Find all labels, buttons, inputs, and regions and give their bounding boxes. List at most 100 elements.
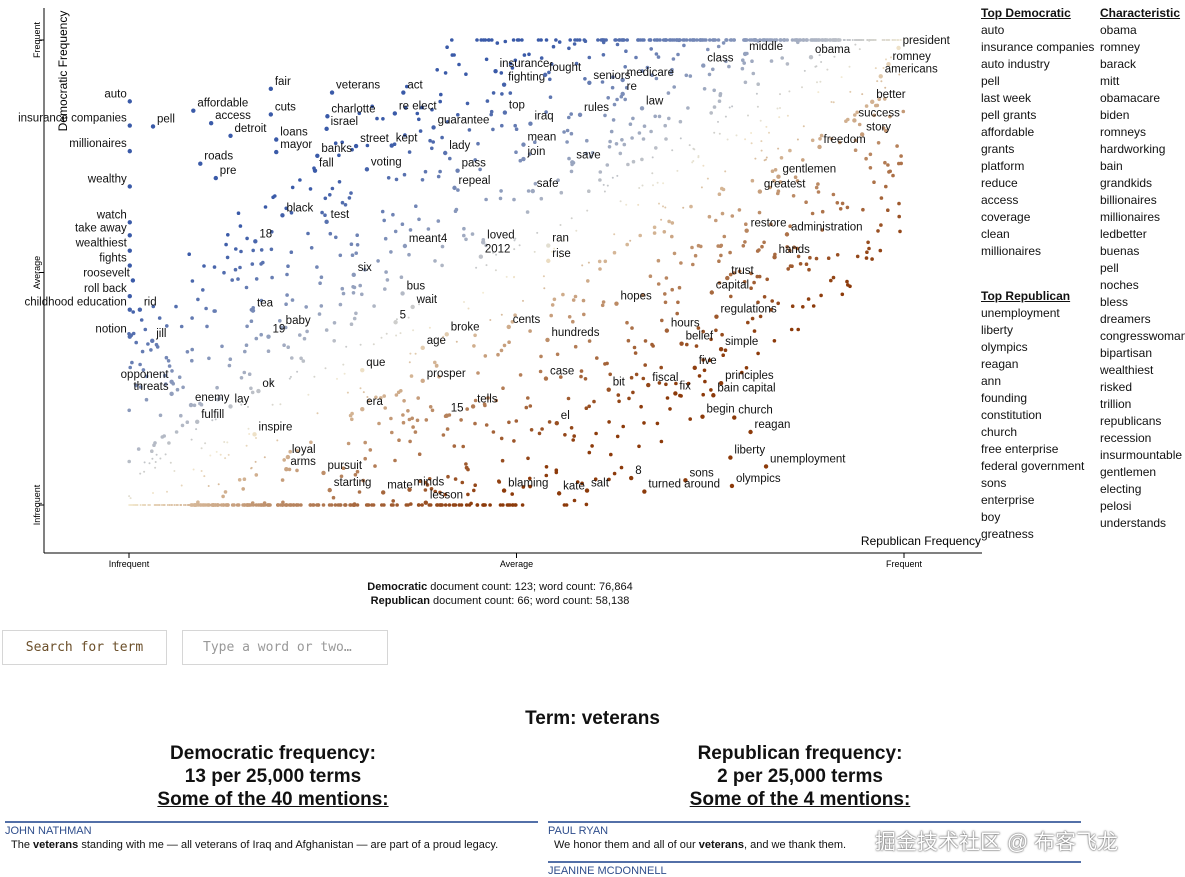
- term-dot[interactable]: [590, 151, 595, 155]
- term-dot[interactable]: [569, 169, 574, 174]
- term-dot[interactable]: [662, 182, 665, 185]
- labeled-point[interactable]: [393, 320, 398, 325]
- term-dot[interactable]: [661, 38, 666, 42]
- term-dot[interactable]: [716, 38, 721, 42]
- term-dot[interactable]: [649, 47, 653, 51]
- term-dot[interactable]: [328, 193, 332, 197]
- term-dot[interactable]: [245, 324, 249, 329]
- term-dot[interactable]: [184, 504, 187, 506]
- term-dot[interactable]: [818, 54, 821, 57]
- labeled-point[interactable]: [639, 106, 645, 111]
- term-dot[interactable]: [445, 45, 449, 49]
- labeled-point[interactable]: [642, 489, 647, 494]
- term-dot[interactable]: [864, 156, 868, 161]
- term-dot[interactable]: [778, 116, 781, 119]
- characteristic-item[interactable]: buenas: [1100, 244, 1140, 258]
- term-dot[interactable]: [666, 91, 671, 95]
- term-dot[interactable]: [867, 246, 871, 251]
- term-dot[interactable]: [861, 93, 864, 96]
- top-republican-item[interactable]: unemployment: [981, 306, 1060, 320]
- term-dot[interactable]: [236, 277, 240, 281]
- point-label[interactable]: sons: [689, 467, 714, 479]
- term-dot[interactable]: [346, 441, 351, 446]
- term-dot[interactable]: [140, 349, 145, 354]
- term-dot[interactable]: [617, 399, 621, 404]
- term-dot[interactable]: [789, 327, 794, 332]
- point-label[interactable]: unemployment: [770, 453, 846, 465]
- term-dot[interactable]: [672, 251, 677, 256]
- term-dot[interactable]: [555, 352, 560, 357]
- term-dot[interactable]: [637, 131, 642, 135]
- term-dot[interactable]: [234, 247, 238, 251]
- term-dot[interactable]: [798, 262, 803, 266]
- term-dot[interactable]: [563, 433, 567, 437]
- term-dot[interactable]: [892, 39, 895, 41]
- term-dot[interactable]: [507, 420, 511, 425]
- point-label[interactable]: auto: [104, 88, 126, 100]
- term-dot[interactable]: [675, 311, 679, 316]
- point-label[interactable]: minds: [414, 477, 445, 489]
- term-dot[interactable]: [128, 495, 131, 498]
- labeled-point[interactable]: [784, 232, 790, 237]
- term-dot[interactable]: [559, 224, 562, 226]
- term-dot[interactable]: [612, 250, 617, 255]
- point-label[interactable]: fought: [549, 62, 582, 74]
- term-dot[interactable]: [227, 363, 232, 368]
- characteristic-header[interactable]: Characteristic: [1100, 6, 1181, 20]
- top-democratic-item[interactable]: grants: [981, 142, 1015, 156]
- characteristic-item[interactable]: barack: [1100, 57, 1137, 71]
- term-dot[interactable]: [652, 184, 654, 187]
- term-dot[interactable]: [802, 125, 805, 128]
- term-dot[interactable]: [669, 70, 673, 75]
- term-dot[interactable]: [663, 292, 667, 296]
- point-label[interactable]: arms: [290, 456, 316, 468]
- term-dot[interactable]: [880, 80, 883, 83]
- point-label[interactable]: rules: [584, 102, 609, 114]
- point-label[interactable]: salt: [591, 478, 610, 490]
- term-dot[interactable]: [150, 449, 154, 454]
- rep-speaker-name[interactable]: PAUL RYAN: [548, 825, 609, 837]
- top-republican-item[interactable]: sons: [981, 476, 1007, 490]
- term-dot[interactable]: [298, 333, 302, 337]
- term-dot[interactable]: [563, 239, 566, 242]
- point-label[interactable]: kept: [396, 133, 419, 145]
- term-dot[interactable]: [479, 38, 484, 42]
- term-dot[interactable]: [239, 376, 244, 380]
- term-dot[interactable]: [259, 262, 263, 266]
- term-dot[interactable]: [320, 210, 324, 215]
- term-dot[interactable]: [219, 453, 222, 456]
- term-dot[interactable]: [522, 299, 524, 302]
- term-dot[interactable]: [707, 72, 712, 77]
- term-dot[interactable]: [266, 503, 270, 507]
- term-dot[interactable]: [655, 421, 660, 426]
- term-dot[interactable]: [511, 38, 516, 42]
- labeled-point[interactable]: [266, 334, 271, 339]
- term-dot[interactable]: [696, 326, 701, 330]
- term-dot[interactable]: [131, 310, 135, 314]
- term-dot[interactable]: [755, 92, 758, 95]
- term-dot[interactable]: [525, 210, 530, 214]
- term-dot[interactable]: [554, 468, 559, 473]
- term-dot[interactable]: [672, 85, 676, 89]
- labeled-point[interactable]: [852, 118, 857, 123]
- term-dot[interactable]: [881, 126, 886, 130]
- point-label[interactable]: repeal: [459, 175, 491, 187]
- term-dot[interactable]: [566, 396, 571, 401]
- term-dot[interactable]: [619, 38, 624, 42]
- term-dot[interactable]: [389, 416, 393, 421]
- term-dot[interactable]: [770, 169, 775, 173]
- term-dot[interactable]: [456, 188, 460, 192]
- point-label[interactable]: administration: [791, 221, 863, 233]
- term-dot[interactable]: [416, 503, 421, 507]
- term-dot[interactable]: [395, 503, 399, 507]
- term-dot[interactable]: [609, 129, 614, 134]
- term-dot[interactable]: [668, 407, 672, 411]
- term-dot[interactable]: [316, 412, 319, 415]
- term-dot[interactable]: [709, 111, 713, 115]
- term-dot[interactable]: [791, 194, 796, 198]
- term-dot[interactable]: [420, 178, 425, 182]
- term-dot[interactable]: [719, 243, 724, 248]
- term-dot[interactable]: [637, 444, 641, 449]
- term-dot[interactable]: [608, 139, 612, 144]
- term-dot[interactable]: [612, 471, 617, 476]
